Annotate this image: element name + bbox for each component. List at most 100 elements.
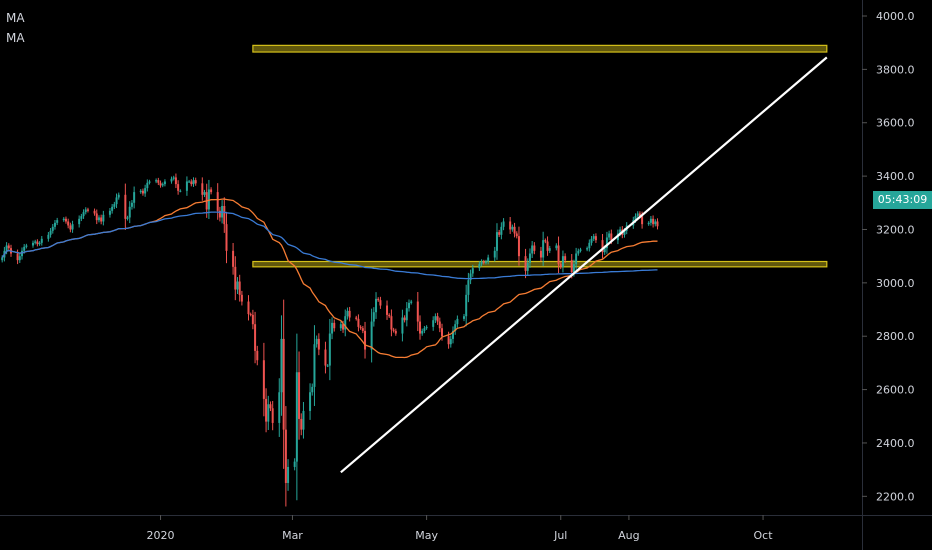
candle [16, 249, 19, 265]
candle-body [484, 261, 487, 263]
candle [401, 309, 404, 342]
resistance-zone [252, 44, 828, 53]
candle [287, 459, 290, 491]
candle-body [172, 177, 175, 179]
candle-body [603, 248, 606, 253]
candle [284, 406, 287, 507]
candle-body [84, 209, 87, 213]
candle-body [82, 212, 85, 217]
candle-body [410, 301, 413, 303]
moving-average-lines [1, 198, 658, 359]
candle-body [421, 330, 424, 334]
candle-body [654, 221, 657, 225]
x-tick-label: Mar [282, 529, 303, 542]
candle-body [634, 216, 637, 221]
candle-body [487, 257, 490, 262]
y-tick-label: 3400.0 [876, 170, 915, 183]
candle-body [315, 338, 318, 345]
candle-body [124, 194, 127, 219]
candle [86, 207, 89, 213]
candle-body [502, 221, 505, 227]
candle [482, 259, 485, 265]
candle [533, 242, 536, 255]
candle-body [188, 181, 191, 183]
candle-body [203, 192, 206, 195]
candle-body [405, 308, 408, 321]
candle [269, 401, 272, 412]
candle [210, 187, 213, 195]
candle-body [141, 190, 144, 194]
candle [509, 216, 512, 234]
x-tick-label: 2020 [147, 529, 175, 542]
candle-body [102, 214, 105, 222]
candle-body [590, 238, 593, 243]
candle [493, 246, 496, 262]
candle [47, 232, 50, 242]
candle [216, 183, 219, 220]
candle-body [493, 250, 496, 258]
candle-body [207, 189, 210, 210]
candle-body [364, 330, 367, 350]
candlestick-series [1, 173, 659, 507]
candle [484, 259, 487, 265]
candle [357, 314, 360, 332]
candle [113, 201, 116, 210]
candle [234, 256, 237, 301]
legend-ma-fast[interactable]: MA [6, 11, 25, 25]
candle [432, 316, 435, 331]
candle [386, 300, 389, 320]
candle-body [159, 182, 162, 186]
candle-body [355, 317, 358, 319]
candle [313, 325, 316, 406]
candle [438, 317, 441, 333]
candle-body [1, 257, 4, 261]
candle-body [218, 210, 221, 218]
candle-body [357, 318, 360, 327]
legend-ma-slow[interactable]: MA [6, 31, 25, 45]
candle-body [117, 194, 120, 198]
candle-body [324, 349, 327, 366]
candle [31, 240, 34, 248]
candle-body [333, 322, 336, 329]
candle [262, 342, 265, 417]
candle [588, 239, 591, 252]
candle-body [361, 328, 364, 331]
candle [462, 313, 465, 322]
candle-body [379, 300, 382, 306]
candle [456, 315, 459, 328]
candle [267, 395, 270, 431]
candle-body [163, 181, 166, 185]
candle-body [533, 245, 536, 251]
candle [128, 201, 131, 224]
candle [25, 243, 28, 249]
candle [592, 233, 595, 242]
candle-body [225, 224, 228, 251]
candle-body [542, 240, 545, 258]
candle-body [656, 221, 659, 227]
candle-body [386, 305, 389, 315]
candle-body [23, 246, 26, 251]
ascending-trendline [340, 56, 828, 474]
candle-body [126, 217, 129, 219]
candle [539, 246, 542, 262]
candle-body [531, 245, 534, 254]
candle-body [49, 230, 52, 235]
candle [454, 320, 457, 335]
candle [465, 284, 468, 327]
candle-body [462, 316, 465, 319]
candle-body [71, 224, 74, 230]
candle-body [465, 294, 468, 317]
candle-body [280, 338, 283, 393]
candle [524, 248, 527, 279]
candle [478, 261, 481, 271]
candle-body [605, 237, 608, 249]
candle [300, 413, 303, 436]
candle-body [302, 410, 305, 430]
candle-body [575, 253, 578, 265]
candle [188, 179, 191, 183]
candle [451, 326, 454, 344]
candle-body [51, 226, 54, 231]
candle [78, 215, 81, 228]
candle-body [500, 226, 503, 235]
